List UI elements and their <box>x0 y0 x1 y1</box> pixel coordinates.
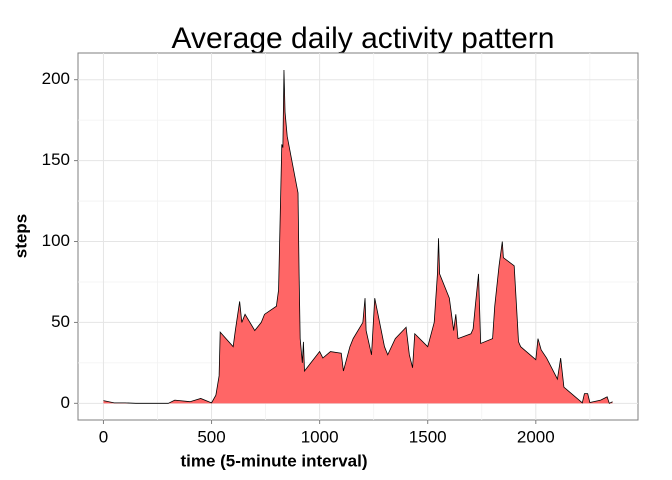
x-tick-label: 500 <box>197 427 225 446</box>
x-tick-label: 2000 <box>517 427 555 446</box>
y-tick-label: 100 <box>42 231 70 250</box>
x-tick-label: 1000 <box>301 427 339 446</box>
chart-title: Average daily activity pattern <box>172 22 555 55</box>
x-tick-label: 1500 <box>409 427 447 446</box>
y-tick-label: 0 <box>61 393 70 412</box>
x-tick-label: 0 <box>99 427 108 446</box>
y-tick-label: 200 <box>42 69 70 88</box>
x-axis-label: time (5-minute interval) <box>180 451 367 470</box>
y-tick-label: 50 <box>51 312 70 331</box>
y-axis-label: steps <box>11 214 30 258</box>
y-tick-label: 150 <box>42 150 70 169</box>
area-line <box>103 69 613 404</box>
